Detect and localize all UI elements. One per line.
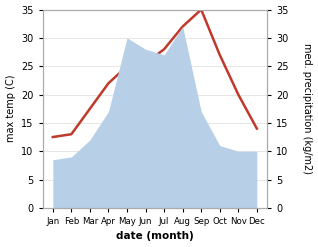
Y-axis label: med. precipitation (kg/m2): med. precipitation (kg/m2): [302, 43, 313, 174]
Y-axis label: max temp (C): max temp (C): [5, 75, 16, 143]
X-axis label: date (month): date (month): [116, 231, 194, 242]
